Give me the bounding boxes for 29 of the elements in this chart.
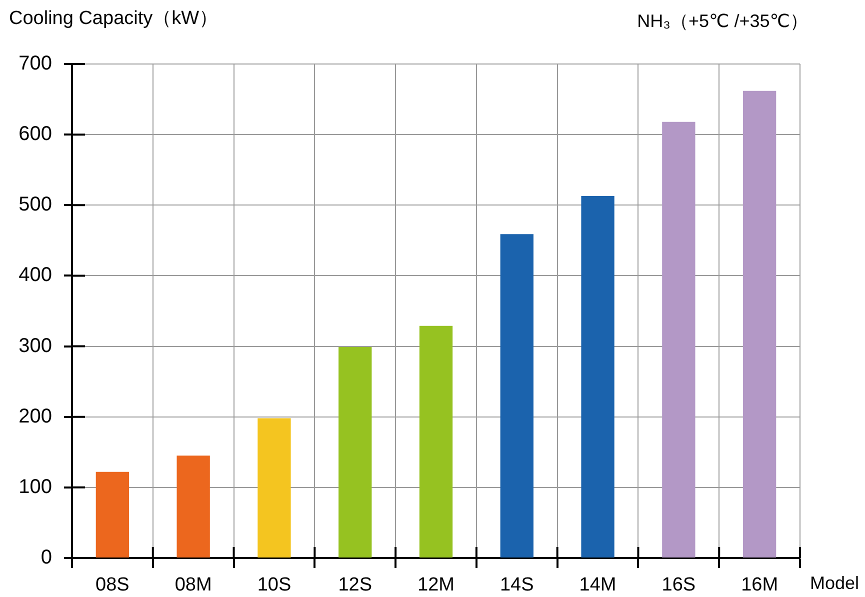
x-tick-label: 10S [257,574,292,596]
y-tick-label: 700 [18,52,52,75]
x-tick-label: 16M [741,574,778,596]
chart-subtitle: NH₃（+5℃ /+35℃） [637,10,808,31]
x-axis-title: Model [810,572,860,593]
bar [500,234,534,558]
bar [581,196,614,558]
x-tick-label: 14S [500,574,534,596]
y-tick-label: 600 [18,123,52,146]
bar [176,456,210,558]
bar [662,122,696,558]
y-tick-label: 400 [18,264,52,286]
x-tick-label: 12S [338,574,372,596]
bar [338,346,372,558]
bar [258,418,291,558]
bar [419,326,453,558]
y-tick-label: 200 [18,405,52,428]
y-axis-title: Cooling Capacity（kW） [9,8,218,30]
x-tick-label: 14M [579,574,616,596]
y-tick-label: 300 [18,334,52,357]
x-tick-label: 16S [662,574,696,596]
bar [96,472,130,558]
y-tick-label: 500 [18,194,52,216]
x-tick-label: 12M [418,574,454,596]
y-tick-label: 0 [40,546,52,569]
x-tick-label: 08S [96,574,130,596]
x-tick-label: 08M [174,574,212,596]
y-tick-label: 100 [18,476,52,498]
bar [742,90,776,558]
